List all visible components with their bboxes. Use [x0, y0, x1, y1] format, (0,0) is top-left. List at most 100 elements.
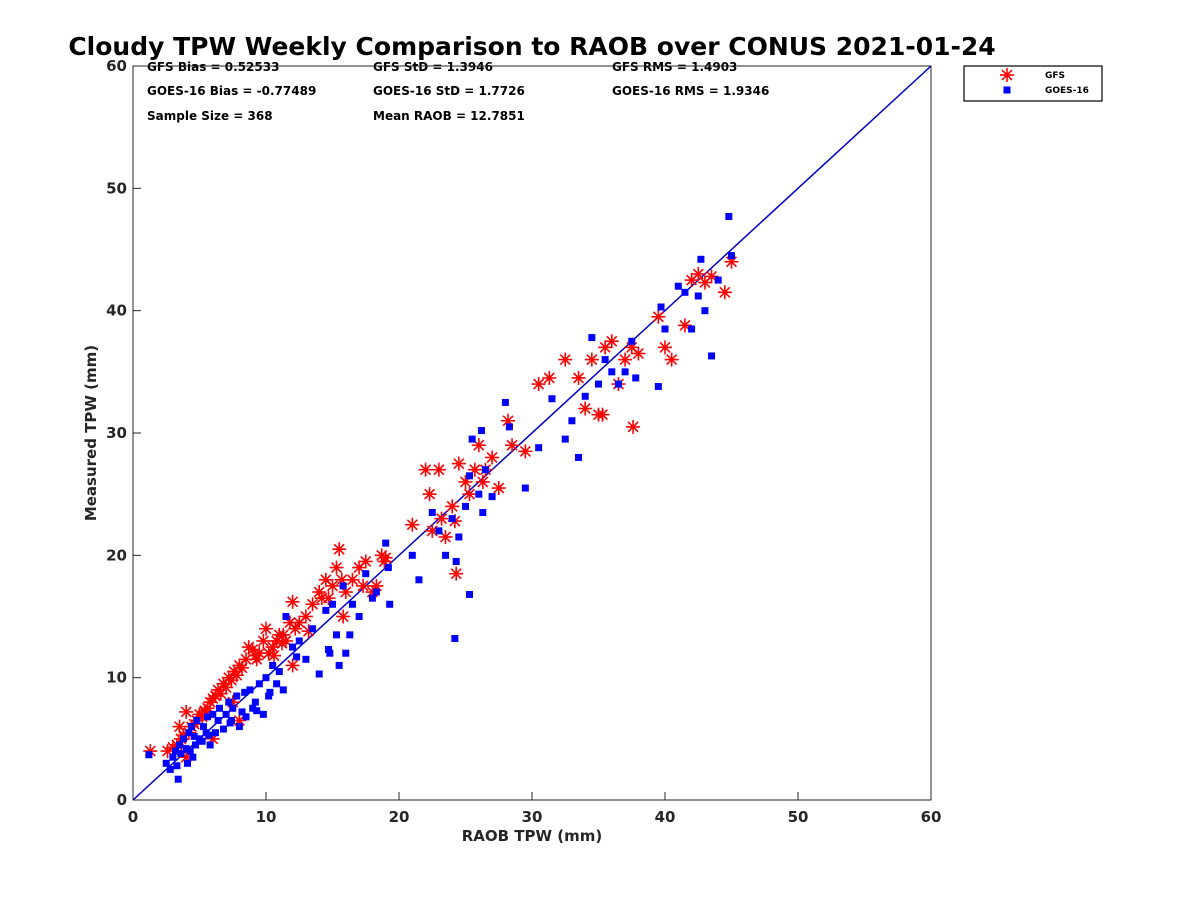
- gfs-point: [434, 511, 449, 526]
- gfs-point: [336, 609, 351, 624]
- goes-16-point: [728, 252, 735, 260]
- x-axis-label: RAOB TPW (mm): [462, 827, 603, 845]
- goes-16-point: [435, 527, 443, 535]
- goes-16-point: [339, 582, 347, 590]
- gfs-point: [345, 572, 360, 587]
- goes-16-point: [442, 551, 450, 559]
- goes-16-point: [226, 719, 234, 727]
- gfs-point: [332, 542, 347, 557]
- goes-16-point: [222, 710, 230, 718]
- goes-16-point: [708, 352, 716, 360]
- goes-16-point: [251, 698, 259, 706]
- goes-16-point: [265, 692, 273, 700]
- goes-16-point: [225, 698, 233, 706]
- goes-16-point: [535, 444, 543, 452]
- gfs-point: [578, 401, 593, 416]
- gfs-point: [438, 529, 453, 544]
- mean-raob-stat: Mean RAOB = 12.7851: [373, 109, 525, 123]
- goes-16-point: [293, 653, 301, 661]
- gfs-point: [462, 487, 477, 502]
- goes-16-point: [329, 600, 336, 608]
- goes-16-point: [275, 668, 283, 676]
- gfs-point: [431, 462, 446, 477]
- goes-16-point: [384, 564, 392, 572]
- gfs-point: [558, 352, 573, 367]
- gfs-point: [266, 648, 281, 663]
- goes-16-point: [452, 557, 460, 565]
- gfs-point: [604, 334, 619, 349]
- gfs-point: [618, 352, 633, 367]
- gfs-point: [631, 346, 646, 361]
- goes-16-point: [259, 710, 267, 718]
- goes-16-point: [190, 732, 198, 740]
- goes-16-point: [465, 590, 473, 598]
- goes-16-point: [621, 368, 629, 376]
- goes-16-point: [169, 753, 177, 761]
- goes-16-point: [451, 635, 459, 643]
- goes-16-point: [548, 395, 556, 403]
- goes-16-point: [184, 759, 192, 767]
- gfs-point: [422, 487, 437, 502]
- series-layer: [143, 212, 739, 783]
- goes-16-point: [199, 723, 207, 731]
- gfs-point: [269, 633, 284, 648]
- gfs-point: [505, 438, 520, 453]
- goes-16-point: [335, 661, 343, 669]
- gfs-point: [475, 474, 490, 489]
- chart-title: Cloudy TPW Weekly Comparison to RAOB ove…: [68, 32, 995, 61]
- gfs-point: [531, 377, 546, 392]
- gfs-point: [571, 370, 586, 385]
- goes-16-point: [269, 661, 277, 669]
- goes-16-point: [688, 325, 696, 333]
- goes-rms-stat: GOES-16 RMS = 1.9346: [612, 84, 769, 98]
- gfs-point: [485, 450, 500, 465]
- goes-16-point: [462, 502, 469, 510]
- y-axis-label: Measured TPW (mm): [82, 345, 100, 521]
- goes-16-point: [601, 356, 609, 364]
- goes-16-point: [505, 423, 513, 431]
- goes-16-point: [326, 649, 334, 657]
- gfs-point: [542, 370, 557, 385]
- goes-16-point: [253, 707, 261, 715]
- gfs-point: [252, 646, 267, 661]
- goes-16-point: [568, 417, 576, 425]
- y-tick-label: 50: [106, 179, 127, 197]
- goes-16-point: [362, 570, 370, 578]
- legend: GFS GOES-16: [963, 65, 1103, 102]
- goes-16-point: [681, 288, 689, 296]
- goes-16-point: [219, 725, 227, 733]
- goes-16-point: [386, 600, 394, 608]
- goes-16-point: [315, 670, 323, 678]
- goes-bias-stat: GOES-16 Bias = -0.77489: [147, 84, 316, 98]
- goes-16-point: [479, 509, 487, 517]
- gfs-point: [219, 680, 234, 695]
- legend-goes-square: [1003, 86, 1011, 94]
- gfs-point: [405, 517, 420, 532]
- y-tick-label: 40: [106, 302, 127, 320]
- goes-16-point: [346, 631, 354, 639]
- goes-16-point: [166, 765, 174, 773]
- goes-16-point: [273, 680, 281, 688]
- gfs-point: [664, 352, 679, 367]
- gfs-point: [626, 419, 641, 434]
- gfs-point: [276, 627, 291, 642]
- legend-box: [963, 65, 1103, 102]
- goes-16-point: [448, 515, 456, 523]
- gfs-point: [584, 352, 599, 367]
- goes-16-point: [628, 337, 636, 345]
- y-tick-label: 60: [106, 57, 127, 75]
- goes-16-point: [309, 625, 317, 633]
- gfs-point: [285, 594, 300, 609]
- goes-16-point: [249, 704, 257, 712]
- y-tick-label: 20: [106, 546, 127, 564]
- goes-16-point: [193, 716, 201, 724]
- gfs-point: [691, 266, 706, 281]
- y-tick-label: 0: [117, 791, 127, 809]
- legend-gfs-marker: [1000, 68, 1014, 82]
- goes-16-point: [174, 775, 182, 783]
- goes-16-point: [215, 704, 223, 712]
- goes-16-point: [465, 472, 473, 480]
- goes-16-point: [262, 674, 270, 682]
- gfs-point: [259, 621, 273, 636]
- goes-16-point: [176, 741, 184, 749]
